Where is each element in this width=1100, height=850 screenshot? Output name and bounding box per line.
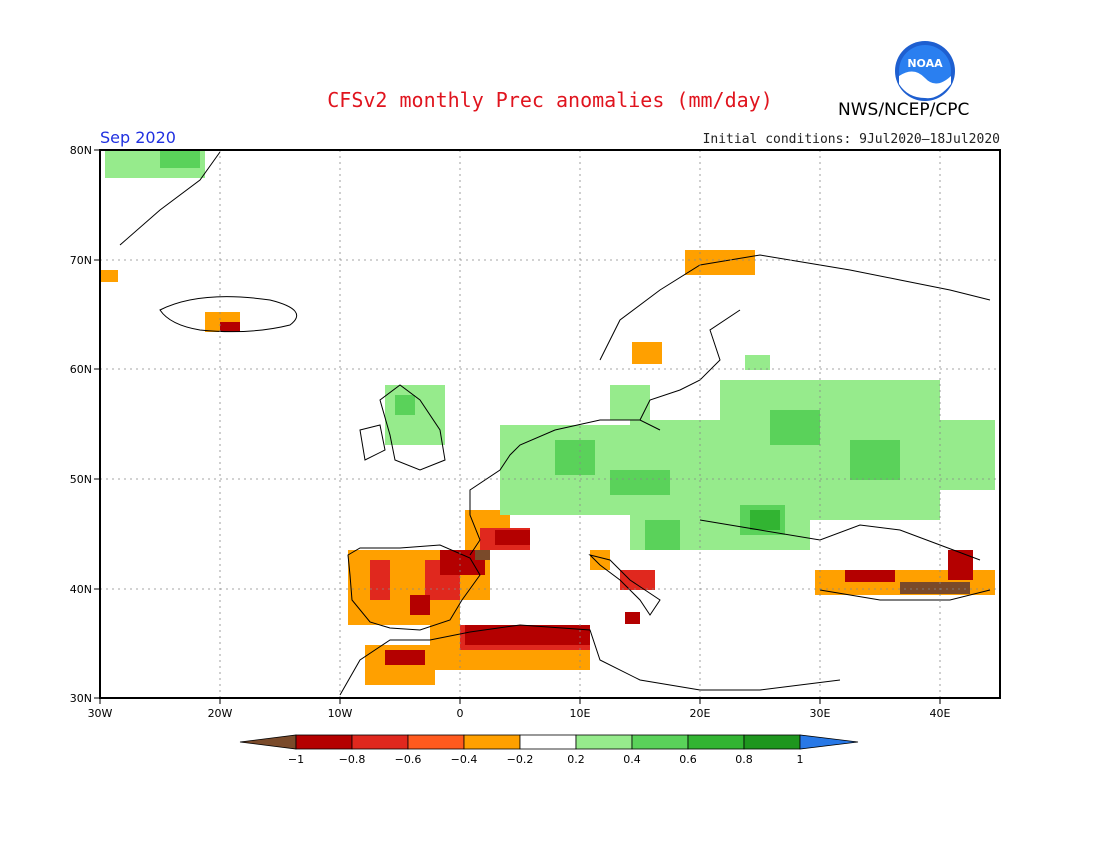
lat-tick-label: 70N [70, 254, 92, 267]
legend-label: 0.8 [735, 753, 753, 766]
legend-label: −0.6 [395, 753, 422, 766]
lon-tick-label: 40E [930, 707, 951, 720]
lon-tick-label: 10W [328, 707, 353, 720]
lat-tick-label: 80N [70, 144, 92, 157]
legend-swatch [295, 734, 353, 750]
forecast-period: Sep 2020 [100, 128, 176, 147]
legend-arrow-left [239, 734, 297, 750]
initial-conditions: Initial conditions: 9Jul2020–18Jul2020 [702, 132, 1000, 147]
graticule [100, 150, 1000, 698]
legend-label: 1 [797, 753, 804, 766]
map-title: CFSv2 monthly Prec anomalies (mm/day) [327, 88, 773, 112]
legend-swatch [631, 734, 689, 750]
legend-label: −0.4 [451, 753, 478, 766]
legend-swatch [351, 734, 409, 750]
legend-label: −1 [288, 753, 304, 766]
agency-label: NWS/NCEP/CPC [838, 100, 970, 120]
lon-tick-label: 10E [570, 707, 591, 720]
lat-axis: 80N 70N 60N 50N 40N 30N [70, 144, 100, 705]
logo-text: NOAA [907, 57, 943, 70]
anomaly-shading [100, 150, 995, 685]
legend-label: 0.4 [623, 753, 641, 766]
lat-tick-label: 30N [70, 692, 92, 705]
lon-tick-label: 30W [88, 707, 113, 720]
lon-tick-label: 20E [690, 707, 711, 720]
lon-axis: 30W 20W 10W 0 10E 20E 30E 40E [88, 698, 951, 720]
lat-tick-label: 60N [70, 363, 92, 376]
lat-tick-label: 50N [70, 473, 92, 486]
legend-arrow-right [799, 734, 859, 750]
lon-tick-label: 30E [810, 707, 831, 720]
legend-swatch [575, 734, 633, 750]
legend-label: −0.2 [507, 753, 534, 766]
legend-label: −0.8 [339, 753, 366, 766]
noaa-logo-icon: NOAA [895, 41, 955, 101]
legend-label: 0.6 [679, 753, 697, 766]
legend-swatch [687, 734, 745, 750]
color-legend: −1 −0.8 −0.6 −0.4 −0.2 0.2 0.4 0.6 0.8 1 [239, 734, 859, 766]
lon-tick-label: 0 [457, 707, 464, 720]
lat-tick-label: 40N [70, 583, 92, 596]
legend-swatch [743, 734, 801, 750]
map-frame [99, 149, 1001, 699]
legend-swatch [519, 734, 577, 750]
legend-swatch [407, 734, 465, 750]
legend-swatch [463, 734, 521, 750]
legend-label: 0.2 [567, 753, 585, 766]
lon-tick-label: 20W [208, 707, 233, 720]
